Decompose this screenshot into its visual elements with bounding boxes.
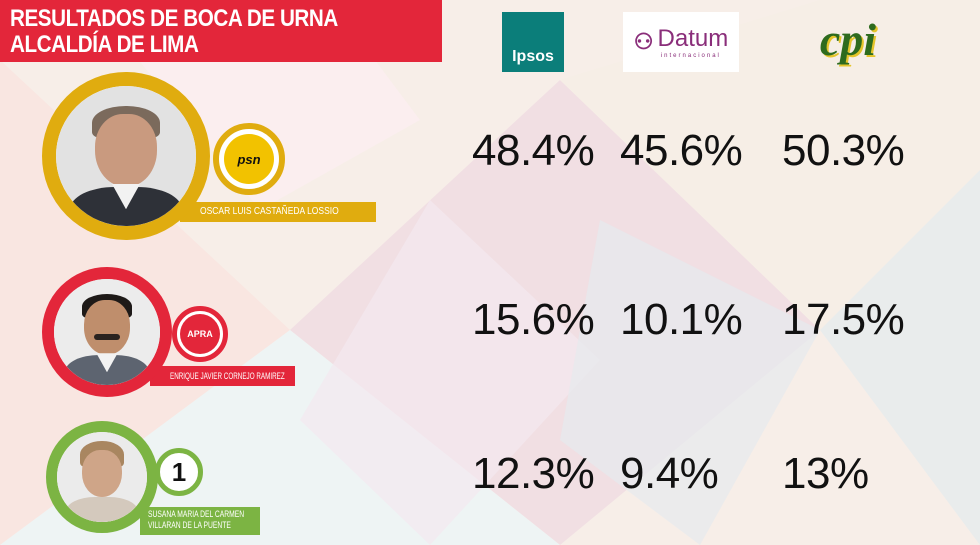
party-number: 1 bbox=[171, 456, 187, 487]
candidate-name-tag: OSCAR LUIS CASTAÑEDA LOSSIO bbox=[180, 202, 376, 222]
result-datum: 9.4% bbox=[620, 449, 719, 498]
candidate-photo bbox=[42, 267, 172, 397]
psn-logo-icon: psn bbox=[224, 134, 274, 184]
result-cpi: 17.5% bbox=[782, 295, 905, 344]
result-cpi: 13% bbox=[782, 449, 869, 498]
result-ipsos: 12.3% bbox=[472, 449, 595, 498]
title-line-2: ALCALDÍA DE LIMA bbox=[10, 31, 199, 58]
apra-label: APRA bbox=[187, 329, 213, 339]
ipsos-label: Ipsos bbox=[512, 48, 554, 65]
candidate-name-tag: SUSANA MARIA DEL CARMEN VILLARAN DE LA P… bbox=[140, 507, 260, 535]
result-ipsos: 48.4% bbox=[472, 126, 595, 175]
result-datum: 45.6% bbox=[620, 126, 743, 175]
party-badge: 1 bbox=[155, 448, 203, 496]
cpi-label: cpi bbox=[819, 14, 877, 65]
candidate-name-line-1: SUSANA MARIA DEL CARMEN bbox=[148, 509, 245, 519]
title-banner: RESULTADOS DE BOCA DE URNA ALCALDÍA DE L… bbox=[0, 0, 442, 62]
datum-logo: ⚇ Datum internacional bbox=[623, 12, 739, 72]
candidate-photo bbox=[46, 421, 158, 533]
title-line-1: RESULTADOS DE BOCA DE URNA bbox=[10, 5, 338, 32]
party-badge: APRA bbox=[172, 306, 228, 362]
datum-sublabel: internacional bbox=[660, 53, 721, 59]
candidate-name-line-2: VILLARAN DE LA PUENTE bbox=[148, 520, 231, 530]
ipsos-logo: Ipsos bbox=[502, 12, 564, 72]
result-ipsos: 15.6% bbox=[472, 295, 595, 344]
psn-label: psn bbox=[237, 151, 261, 167]
candidate-name: OSCAR LUIS CASTAÑEDA LOSSIO bbox=[200, 206, 339, 217]
datum-figure-icon: ⚇ bbox=[633, 29, 654, 54]
candidate-photo bbox=[42, 72, 210, 240]
apra-star-icon: APRA bbox=[180, 314, 220, 354]
result-datum: 10.1% bbox=[620, 295, 743, 344]
party-badge: psn bbox=[213, 123, 285, 195]
result-cpi: 50.3% bbox=[782, 126, 905, 175]
candidate-name: ENRIQUE JAVIER CORNEJO RAMIREZ bbox=[170, 371, 285, 381]
datum-label: Datum bbox=[657, 25, 729, 52]
cpi-logo: cpi bbox=[812, 8, 884, 72]
candidate-name-tag: ENRIQUE JAVIER CORNEJO RAMIREZ bbox=[150, 366, 295, 386]
